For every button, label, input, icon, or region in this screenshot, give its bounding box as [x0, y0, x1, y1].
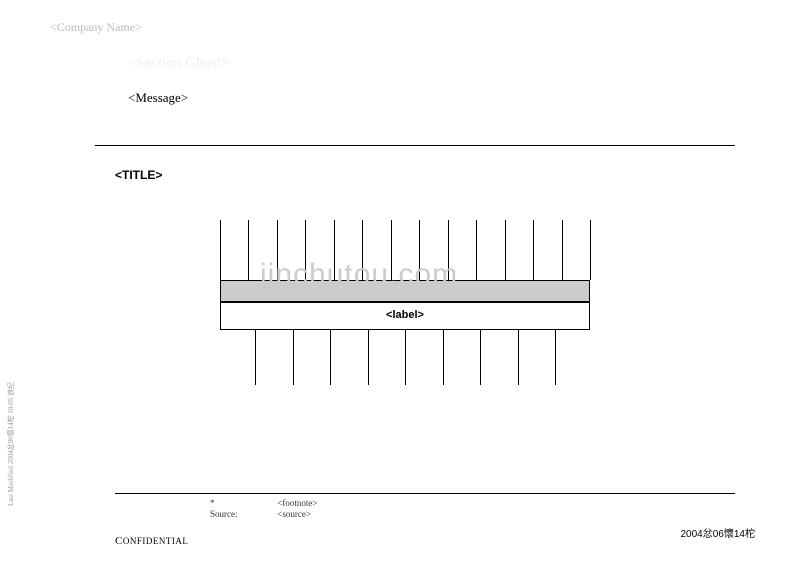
tick-top: [305, 220, 306, 280]
tick-top: [391, 220, 392, 280]
tick-top: [248, 220, 249, 280]
band-label: <label>: [220, 309, 590, 321]
tick-top: [590, 220, 591, 280]
footnote-mark: *: [210, 498, 275, 508]
source-row: Source: <source>: [210, 509, 311, 519]
tick-top: [220, 220, 221, 280]
chart-title: <TITLE>: [115, 168, 162, 182]
tick-bottom: [480, 330, 481, 385]
tick-top: [505, 220, 506, 280]
date-right: 2004忿06懷14柁: [681, 525, 756, 540]
tick-top: [476, 220, 477, 280]
divider-bottom: [115, 493, 735, 494]
tick-bottom: [518, 330, 519, 385]
footnote-row: * <footnote>: [210, 498, 317, 508]
divider-top: [95, 145, 735, 146]
tick-bottom: [405, 330, 406, 385]
tick-top: [533, 220, 534, 280]
band-chart: <label>: [220, 220, 590, 420]
last-modified-vertical: Last Modified 2004忿06懷14柁 10:05 浪纪: [6, 382, 16, 506]
tick-bottom: [293, 330, 294, 385]
source-text: <source>: [277, 509, 311, 519]
footnote-text: <footnote>: [277, 498, 317, 508]
tick-bottom: [255, 330, 256, 385]
tick-top: [334, 220, 335, 280]
tick-bottom: [555, 330, 556, 385]
tick-top: [448, 220, 449, 280]
company-name: <Company Name>: [50, 20, 142, 35]
confidential-label: CONFIDENTIAL: [115, 535, 188, 547]
tick-top: [362, 220, 363, 280]
section-ghost: <Section Ghost>: [128, 55, 230, 72]
tick-top: [562, 220, 563, 280]
message-placeholder: <Message>: [128, 90, 188, 106]
tick-bottom: [330, 330, 331, 385]
tick-bottom: [443, 330, 444, 385]
tick-top: [277, 220, 278, 280]
band-top: [220, 280, 590, 302]
tick-bottom: [368, 330, 369, 385]
tick-top: [419, 220, 420, 280]
source-label: Source:: [210, 509, 275, 519]
